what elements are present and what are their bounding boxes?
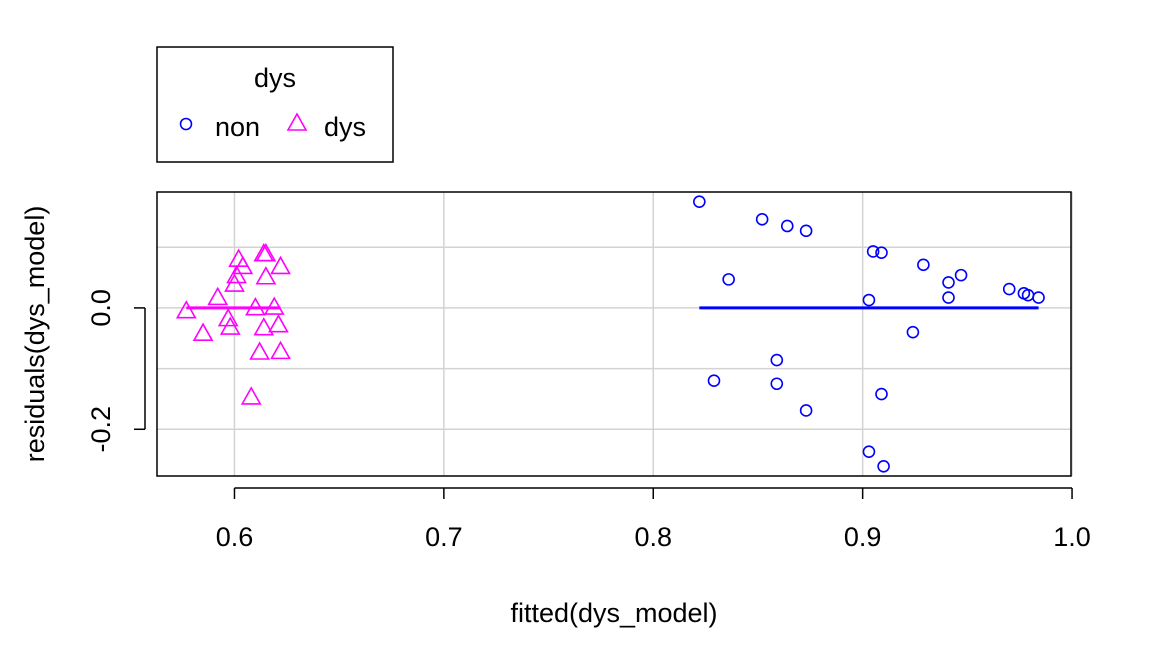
x-tick-label-3: 0.9 (844, 522, 882, 552)
point-dys-2 (207, 286, 229, 306)
point-non-6 (780, 219, 794, 233)
y-axis-label: residuals(dys_model) (20, 206, 50, 463)
point-non-9 (862, 293, 876, 307)
point-non-11 (866, 245, 880, 258)
legend-marker-dys (286, 112, 308, 131)
point-dys-4 (219, 316, 241, 335)
x-tick-label-2: 0.8 (634, 522, 672, 552)
point-non-22 (1021, 288, 1035, 302)
point-dys-14 (255, 266, 277, 285)
point-non-2 (707, 374, 721, 388)
x-tick-label-1: 0.7 (425, 522, 463, 552)
point-non-14 (877, 459, 890, 473)
y-tick-label-1: 0.0 (86, 289, 116, 327)
legend-label-non: non (215, 112, 260, 142)
data-points (175, 195, 1045, 473)
point-dys-19 (270, 340, 291, 360)
point-non-17 (942, 276, 955, 289)
point-dys-16 (263, 296, 285, 315)
grid-lines (157, 192, 1073, 476)
point-non-8 (799, 404, 813, 417)
legend-box (156, 46, 394, 163)
point-dys-11 (249, 341, 270, 360)
legend-marker-non (179, 117, 193, 131)
x-tick-label-4: 1.0 (1053, 522, 1091, 552)
point-non-13 (875, 387, 888, 401)
point-dys-18 (270, 255, 291, 275)
point-non-19 (954, 268, 968, 282)
point-non-7 (799, 224, 813, 238)
point-non-23 (1032, 291, 1045, 304)
point-non-18 (942, 291, 955, 304)
point-non-4 (770, 353, 784, 367)
point-non-1 (722, 273, 735, 286)
legend-title: dys (254, 63, 296, 93)
point-non-5 (770, 377, 784, 391)
x-tick-label-0: 0.6 (216, 522, 254, 552)
y-axis: -0.2 0.0 (86, 289, 146, 453)
point-non-15 (906, 325, 920, 339)
point-dys-17 (268, 314, 289, 333)
point-non-3 (755, 213, 769, 226)
point-dys-10 (245, 297, 266, 316)
point-non-10 (862, 445, 876, 459)
point-non-0 (693, 195, 706, 209)
point-dys-9 (240, 386, 262, 405)
x-axis: 0.6 0.7 0.8 0.9 1.0 (216, 487, 1091, 552)
plot-frame (156, 191, 1072, 477)
legend: dys non dys (156, 46, 394, 163)
point-dys-1 (192, 322, 214, 341)
x-axis-label: fitted(dys_model) (510, 598, 717, 628)
point-dys-15 (255, 243, 277, 262)
point-dys-8 (232, 255, 254, 275)
point-dys-6 (226, 264, 247, 284)
point-non-16 (917, 258, 930, 272)
point-dys-3 (217, 307, 239, 327)
legend-label-dys: dys (324, 112, 366, 142)
point-non-12 (875, 246, 888, 259)
point-dys-12 (253, 317, 275, 336)
y-tick-label-0: -0.2 (86, 406, 116, 453)
point-dys-0 (175, 300, 197, 319)
point-non-20 (1002, 282, 1016, 296)
